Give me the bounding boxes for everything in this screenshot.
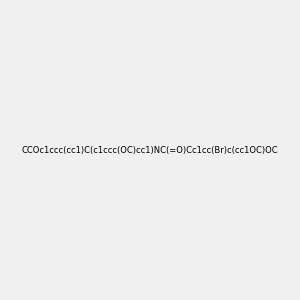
Text: CCOc1ccc(cc1)C(c1ccc(OC)cc1)NC(=O)Cc1cc(Br)c(cc1OC)OC: CCOc1ccc(cc1)C(c1ccc(OC)cc1)NC(=O)Cc1cc(… xyxy=(22,146,278,154)
